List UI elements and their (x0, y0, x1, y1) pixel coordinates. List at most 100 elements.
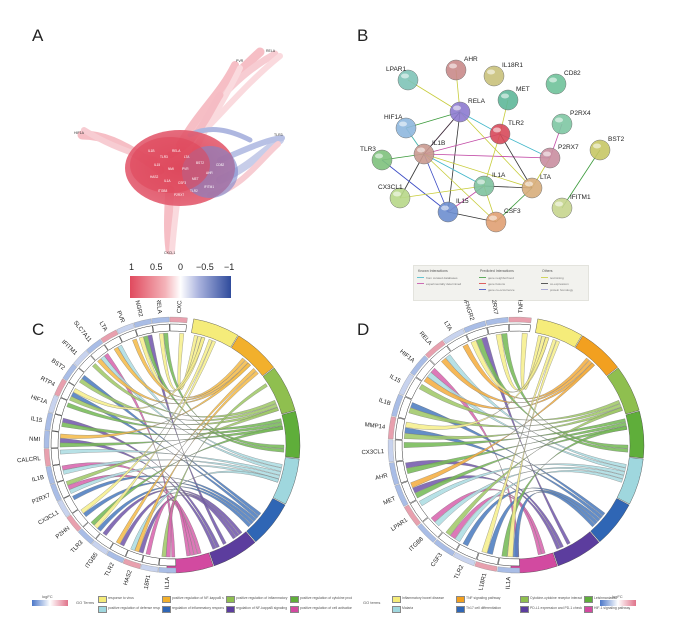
logfc-block (57, 499, 71, 518)
legend-swatch (584, 596, 593, 603)
ppi-node-p2rx4[interactable]: P2RX4 (551, 110, 591, 135)
ppi-node-p2rx7[interactable]: P2RX7 (539, 144, 579, 169)
logfc-block (54, 378, 67, 397)
legend-swatch (98, 606, 107, 613)
chord-ribbon (408, 403, 622, 428)
legend-swatch (456, 606, 465, 613)
ppi-node-bst2[interactable]: BST2 (589, 136, 625, 161)
ppi-node-il15[interactable]: IL15 (437, 198, 469, 223)
gene-arc (56, 480, 70, 499)
chord-ribbon (60, 362, 251, 439)
ppi-node-ifitm1[interactable]: IFITM1 (551, 194, 591, 219)
gene-label: CX3CL1 (37, 510, 60, 527)
ppi-edge (499, 133, 533, 189)
gene-arc (401, 481, 417, 504)
ppi-node-lta[interactable]: LTA (521, 174, 552, 199)
ppi-node-met[interactable]: MET (497, 86, 530, 111)
ppi-node-label: IL1B (432, 140, 445, 147)
legend-term-label: response to virus (108, 596, 134, 600)
chord-ribbon (430, 488, 546, 555)
term-arc (606, 367, 640, 415)
ppi-node-il18r1[interactable]: IL18R1 (483, 62, 523, 87)
legend-others-item: textmining (550, 276, 564, 280)
gene-label: AHR (375, 473, 389, 482)
ppi-edge (381, 159, 449, 213)
logfc-block (91, 540, 109, 555)
logfc-block (66, 514, 82, 532)
gene-arc (422, 517, 443, 538)
legend-predicted-title: Predicted Interactions (480, 269, 514, 273)
ppi-node-ahr[interactable]: AHR (445, 56, 478, 81)
go-terms-label-d: GO terms (363, 600, 381, 605)
logfc-block (403, 504, 421, 527)
gene-label: TLR2 (104, 561, 116, 577)
gene-arc (395, 460, 409, 484)
chord-ribbon (445, 354, 627, 468)
gene-arc (509, 323, 531, 333)
ppi-node-cd82[interactable]: CD82 (545, 70, 581, 95)
ppi-node-cx3cl1[interactable]: CX3CL1 (378, 184, 411, 209)
ppi-edge (459, 111, 533, 189)
legend-swatch (290, 606, 299, 613)
ppi-edge (423, 133, 501, 155)
logfc-block (474, 561, 498, 572)
logfc-label-d: logFC (612, 594, 623, 599)
svg-text:MET: MET (192, 177, 199, 181)
ppi-node-csf3[interactable]: CSF3 (485, 208, 521, 233)
ppi-edge (423, 153, 533, 189)
gene-label: LTA (98, 321, 108, 333)
ppi-node-lpar1[interactable]: LPAR1 (386, 66, 419, 91)
node-rela-label: RELA (266, 49, 276, 53)
ppi-node-label: CD82 (564, 70, 581, 77)
legend-swatch (456, 596, 465, 603)
term-arc (246, 498, 286, 543)
chord-ribbon (406, 422, 627, 474)
ppi-node-rela[interactable]: RELA (449, 98, 486, 123)
chord-ribbon (66, 402, 282, 431)
ppi-node-hif1a[interactable]: HIF1A (384, 114, 417, 139)
logfc-block (50, 483, 62, 502)
panel-c-letter: C (32, 320, 45, 339)
gene-label: PVR (115, 310, 125, 324)
chord-ribbon (100, 355, 282, 472)
gene-arc (476, 552, 499, 565)
gene-arc (141, 555, 160, 566)
logfc-block (77, 528, 95, 545)
gene-arc (394, 417, 406, 440)
svg-text:CD82: CD82 (216, 163, 224, 167)
legend-term-label: TNF signaling pathway (466, 596, 501, 600)
ppi-edge (561, 149, 601, 209)
term-arc (625, 410, 645, 459)
panel-b-letter: B (357, 26, 369, 45)
legend-known-item: experimentally determined (426, 282, 462, 286)
ppi-node-il1a[interactable]: IL1A (473, 172, 506, 197)
logfc-block (106, 550, 125, 564)
legend-term-label: positive regulation of inflammatory resp… (236, 596, 288, 600)
ppi-node-tlr2[interactable]: TLR2 (489, 120, 524, 145)
gene-label: IL18R1 (143, 574, 152, 590)
legend-known-item: from curated databases (426, 276, 458, 280)
correlation-network: IL1B TLR3 RELA LTA IL15 NMI PVR BST2 HAS2 IL1A… (74, 47, 285, 255)
logfc-block (43, 448, 51, 467)
svg-text:ITGB8: ITGB8 (158, 189, 167, 193)
chord-ribbon (79, 378, 278, 421)
chord-ribbon (65, 407, 279, 486)
term-arc (272, 457, 300, 505)
chord-ribbon (93, 340, 216, 529)
gene-label: IL1A (506, 577, 513, 590)
chord-ribbon (59, 449, 281, 476)
gene-label: P2HN (55, 526, 71, 541)
ppi-node-tlr3[interactable]: TLR3 (360, 146, 393, 171)
chord-ribbon (513, 491, 596, 558)
legend-swatch (226, 606, 235, 613)
chord-ribbon (147, 334, 227, 545)
gene-label: P2RX7 (489, 300, 498, 316)
ppi-node-label: LPAR1 (386, 66, 406, 73)
legend-swatch (520, 596, 529, 603)
gene-arc (82, 522, 101, 540)
ppi-node-il1b[interactable]: IL1B (413, 140, 445, 165)
go-terms-label-c: GO Terms (76, 600, 95, 605)
gene-arc (54, 397, 68, 416)
chord-ribbon (80, 339, 213, 514)
colorbar-tick-neg-0-5: −0.5 (196, 262, 214, 272)
